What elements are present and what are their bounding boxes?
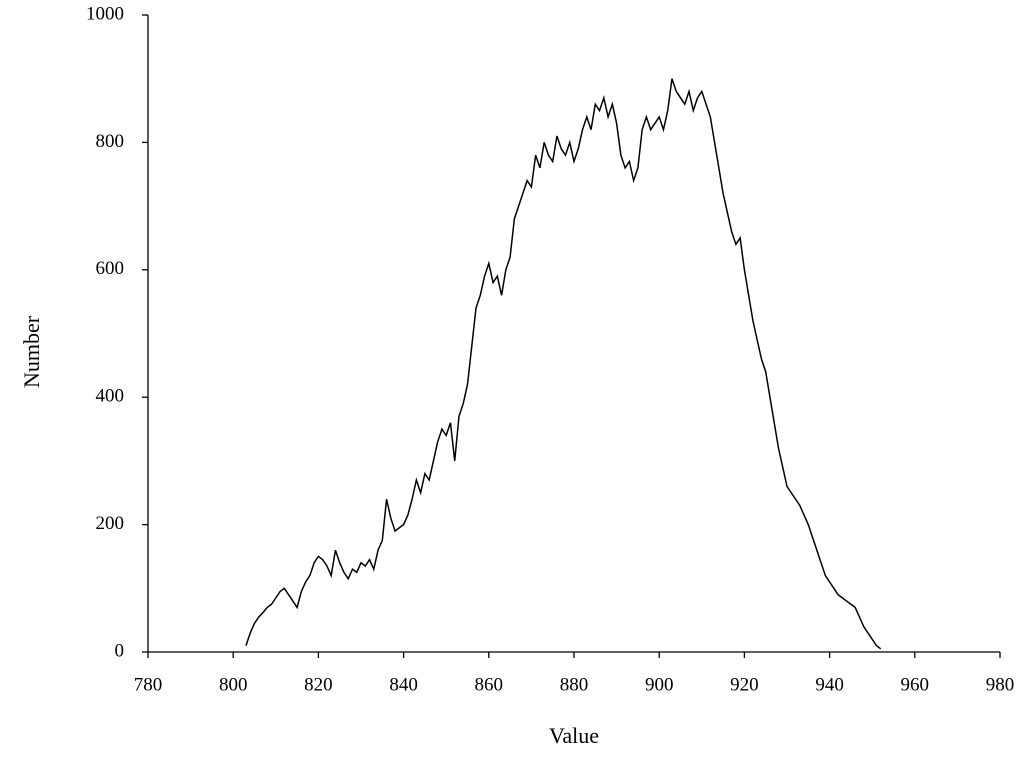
x-tick-label: 920 bbox=[730, 674, 759, 695]
y-tick-label: 400 bbox=[96, 386, 125, 407]
y-tick-label: 200 bbox=[96, 513, 125, 534]
x-tick-label: 840 bbox=[389, 674, 418, 695]
x-tick-label: 960 bbox=[901, 674, 930, 695]
x-axis-label: Value bbox=[549, 723, 599, 748]
x-tick-label: 820 bbox=[304, 674, 333, 695]
y-axis-label: Number bbox=[19, 315, 44, 388]
y-tick-label: 600 bbox=[96, 258, 125, 279]
y-tick-label: 1000 bbox=[86, 3, 124, 24]
x-tick-label: 860 bbox=[475, 674, 504, 695]
y-tick-label: 0 bbox=[115, 640, 125, 661]
x-tick-label: 900 bbox=[645, 674, 674, 695]
x-tick-label: 880 bbox=[560, 674, 589, 695]
x-tick-label: 980 bbox=[986, 674, 1015, 695]
x-tick-label: 800 bbox=[219, 674, 248, 695]
y-tick-label: 800 bbox=[96, 131, 125, 152]
x-tick-label: 940 bbox=[815, 674, 844, 695]
x-tick-label: 780 bbox=[134, 674, 163, 695]
data-line bbox=[245, 78, 882, 650]
